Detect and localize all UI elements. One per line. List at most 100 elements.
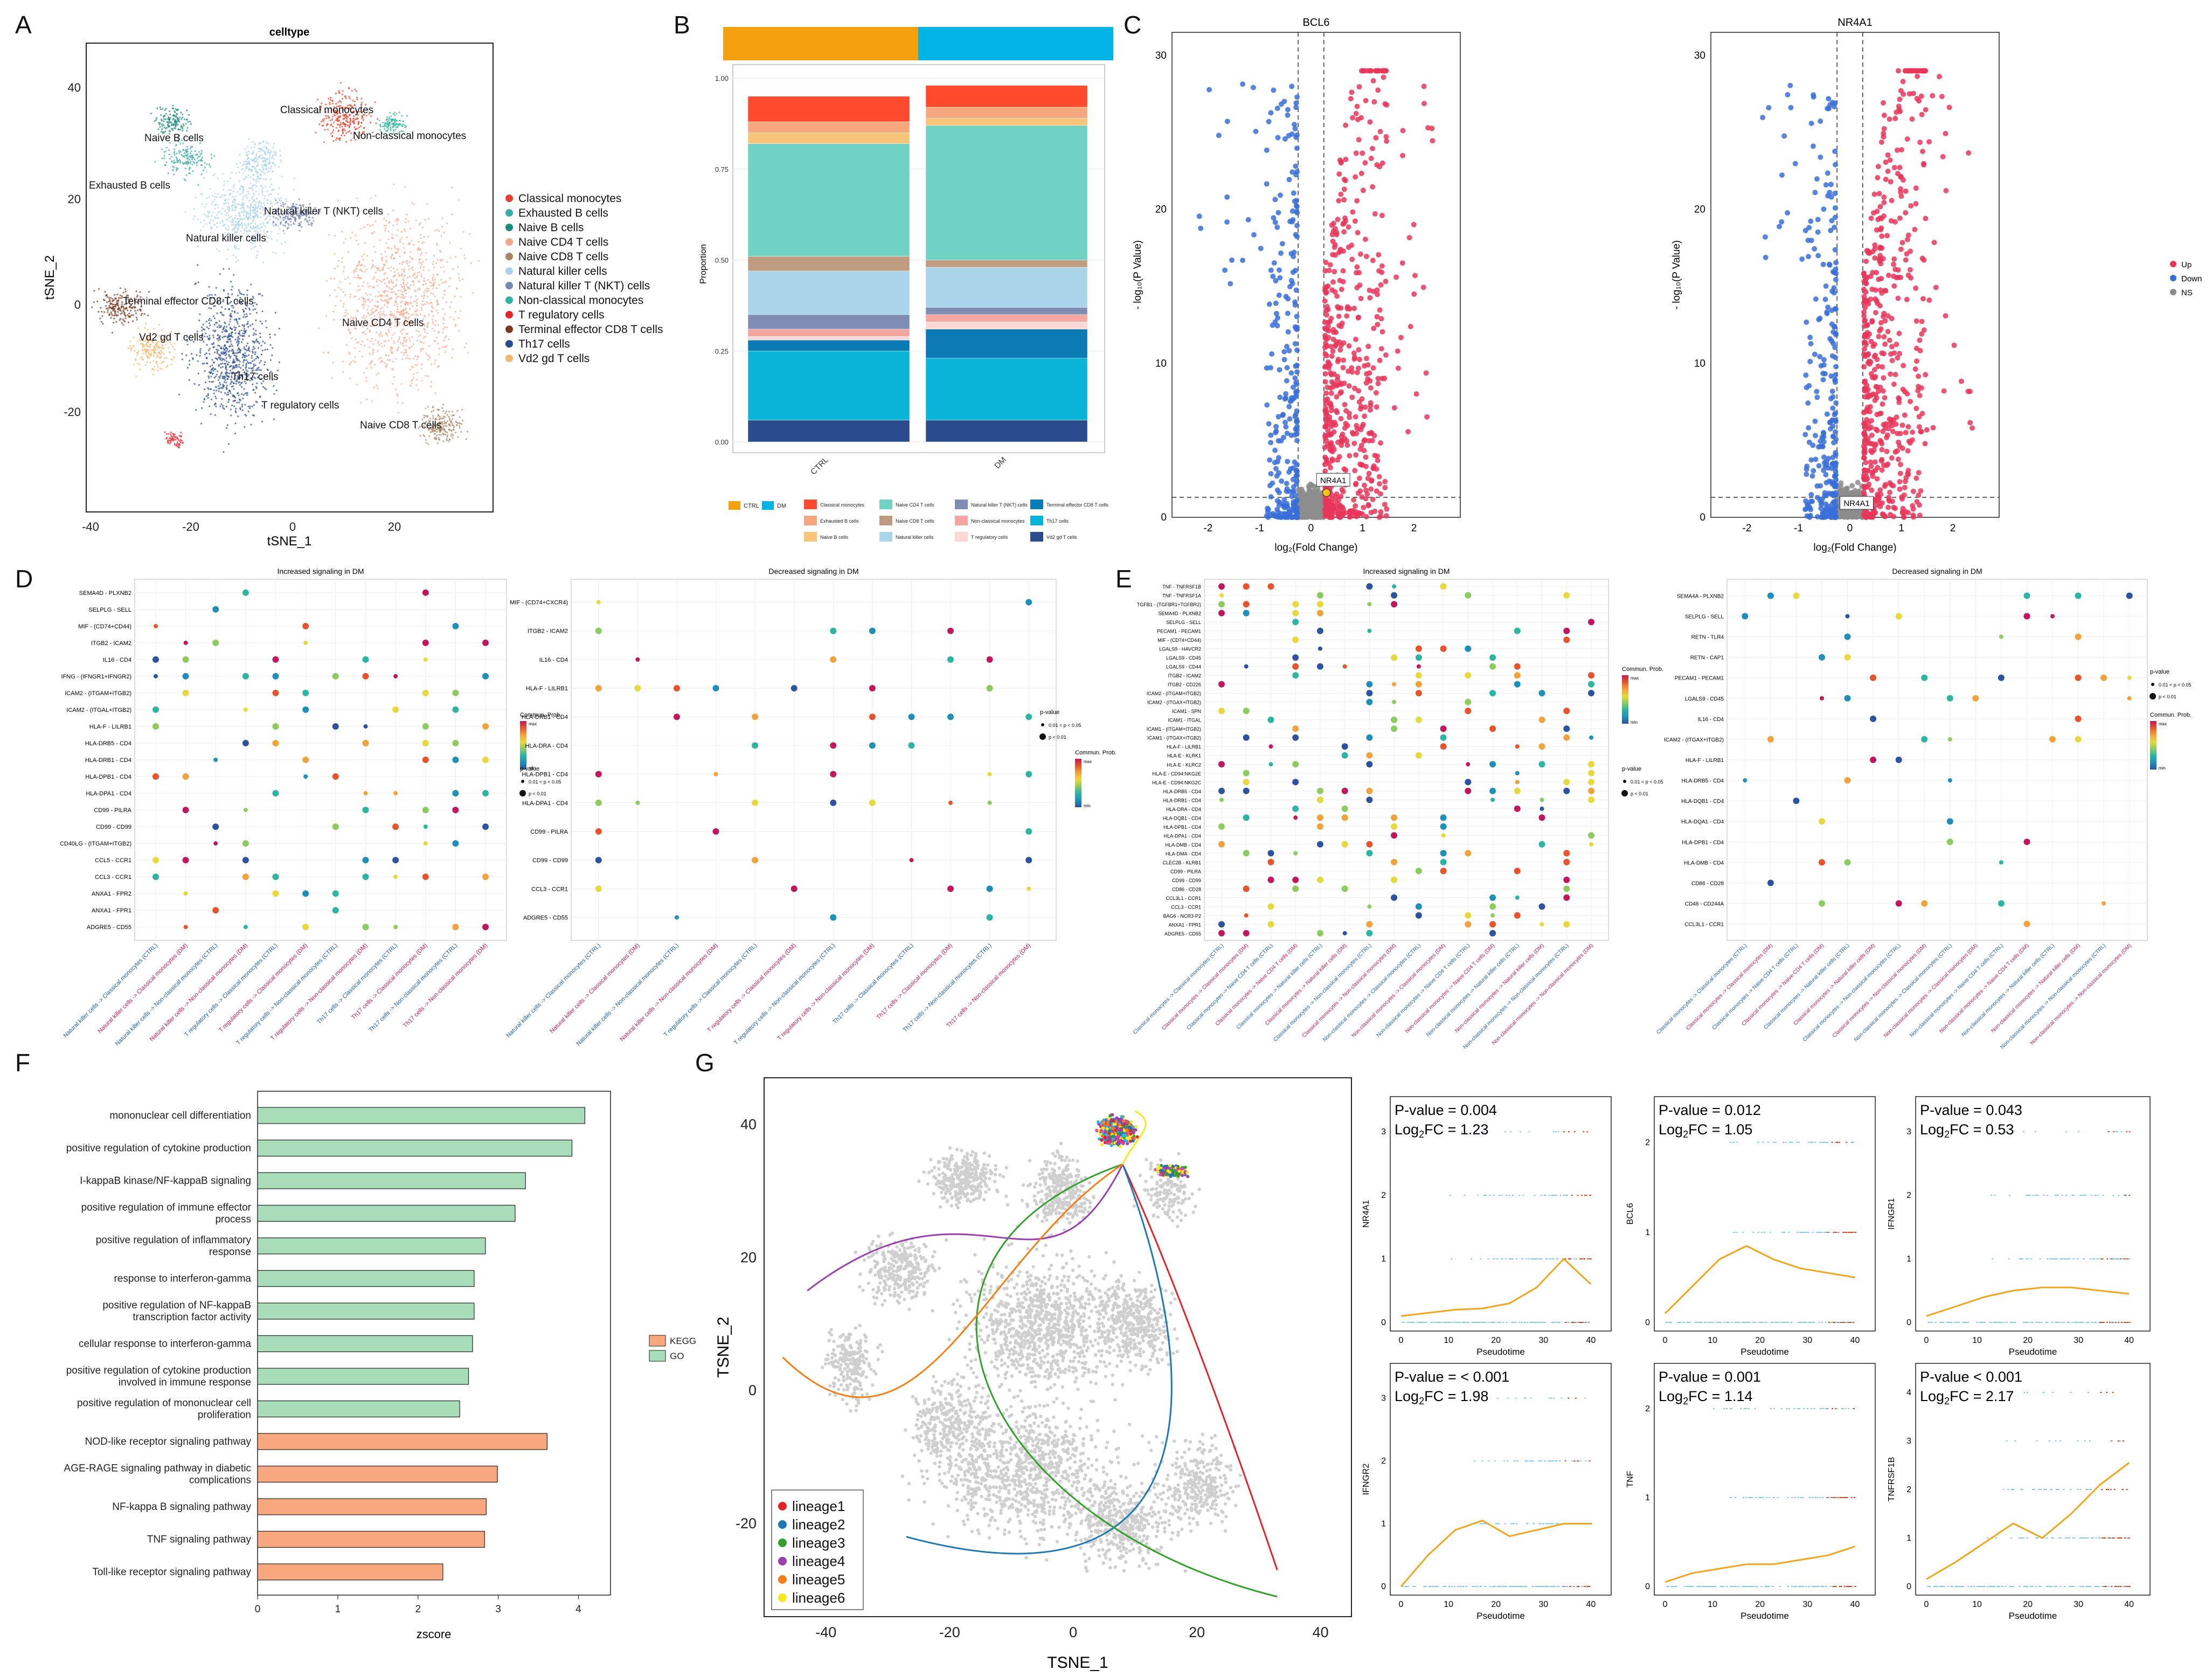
tsne-cell-point xyxy=(400,383,403,385)
tsne-cell-point xyxy=(175,156,177,158)
tsne-cell-point xyxy=(111,331,114,334)
tsne-cell-point xyxy=(375,122,377,124)
tsne-cell-point xyxy=(242,316,245,318)
tsne-cell-point xyxy=(168,154,171,156)
tsne-cell-point xyxy=(336,137,338,139)
tsne-cell-point xyxy=(220,196,223,198)
tsne-cell-point xyxy=(278,328,281,330)
tsne-cell-point xyxy=(144,351,147,353)
tsne-cell-point xyxy=(192,154,194,156)
tsne-cell-point xyxy=(267,202,269,205)
tsne-cell-point xyxy=(261,171,264,173)
tsne-cell-point xyxy=(200,153,203,155)
tsne-cell-point xyxy=(371,299,373,301)
tsne-cell-point xyxy=(249,182,252,184)
tsne-cell-point xyxy=(371,309,373,311)
tsne-cell-point xyxy=(192,157,194,159)
tsne-cell-point xyxy=(186,119,188,121)
tsne-cell-point xyxy=(287,226,289,228)
tsne-cell-point xyxy=(252,383,254,385)
tsne-cell-point xyxy=(240,211,242,213)
tsne-cell-point xyxy=(219,375,221,377)
tsne-cell-point xyxy=(396,279,398,281)
tsne-cell-point xyxy=(318,327,320,329)
tsne-cell-point xyxy=(344,278,346,280)
tsne-cell-point xyxy=(232,336,234,338)
volcano-point xyxy=(1356,84,1362,90)
tsne-cell-point xyxy=(280,197,282,199)
tsne-cell-point xyxy=(385,242,387,244)
tsne-cell-point xyxy=(455,424,458,426)
tsne-cell-point xyxy=(462,231,464,233)
tsne-cell-point xyxy=(158,345,160,348)
tsne-cell-point xyxy=(237,229,239,231)
tsne-cell-point xyxy=(167,439,169,441)
tsne-cell-point xyxy=(144,353,147,355)
tsne-cell-point xyxy=(149,346,151,348)
tsne-cell-point xyxy=(274,311,276,314)
tsne-cell-point xyxy=(344,311,346,314)
tsne-cell-point xyxy=(219,196,221,198)
tsne-cell-point xyxy=(231,286,233,288)
tsne-cell-point xyxy=(238,366,240,368)
tsne-cell-point xyxy=(216,204,218,206)
tsne-cell-point xyxy=(223,268,225,270)
tsne-cell-point xyxy=(182,123,184,125)
tsne-cell-point xyxy=(247,325,249,328)
tsne-cell-point xyxy=(232,350,234,352)
tsne-cell-point xyxy=(194,150,196,153)
tsne-cell-point xyxy=(175,124,177,127)
b-legend-entry: Vd2 gd T cells xyxy=(1046,535,1077,540)
tsne-cell-point xyxy=(395,220,397,222)
tsne-cell-point xyxy=(262,140,265,142)
tsne-cell-point xyxy=(331,135,334,137)
tsne-cell-point xyxy=(380,313,383,316)
tsne-cell-point xyxy=(404,251,406,253)
tsne-cell-point xyxy=(195,282,197,285)
tsne-cell-point xyxy=(234,245,236,247)
tsne-cell-point xyxy=(331,377,334,379)
tsne-cell-point xyxy=(223,358,225,361)
tsne-cell-point xyxy=(401,332,403,335)
tsne-cell-point xyxy=(114,314,116,316)
tsne-cell-point xyxy=(393,258,395,260)
tsne-cell-point xyxy=(208,328,210,330)
legend-swatch xyxy=(505,355,513,362)
tsne-cell-point xyxy=(424,289,426,292)
tsne-cell-point xyxy=(369,121,372,123)
tsne-cell-point xyxy=(182,116,184,119)
tsne-cell-point xyxy=(161,128,163,130)
tsne-cell-point xyxy=(357,310,359,313)
tsne-cell-point xyxy=(172,162,175,164)
tsne-cell-point xyxy=(440,266,442,268)
tsne-cell-point xyxy=(364,299,366,301)
tsne-cell-point xyxy=(396,113,398,115)
tsne-cell-point xyxy=(241,224,244,227)
tsne-cell-point xyxy=(455,256,457,258)
tsne-cell-point xyxy=(158,123,161,126)
tsne-cell-point xyxy=(231,224,233,226)
tsne-cell-point xyxy=(398,112,400,114)
volcano-point xyxy=(1384,506,1390,512)
tsne-cell-point xyxy=(341,126,343,128)
tsne-cell-point xyxy=(443,429,445,431)
tsne-cell-point xyxy=(152,360,155,362)
tsne-cell-point xyxy=(420,368,423,370)
tsne-cell-point xyxy=(399,336,401,338)
tsne-cell-point xyxy=(266,235,268,238)
tsne-cell-point xyxy=(342,306,344,308)
tsne-cell-point xyxy=(408,268,410,271)
tsne-cell-point xyxy=(207,377,210,379)
tsne-cell-point xyxy=(362,340,364,342)
tsne-cell-point xyxy=(428,281,431,283)
tsne-cell-point xyxy=(427,322,429,324)
tsne-cell-point xyxy=(239,224,241,226)
tsne-cell-point xyxy=(349,130,351,133)
tsne-cell-point xyxy=(275,151,277,154)
tsne-cell-point xyxy=(232,358,235,361)
tsne-cell-point xyxy=(207,338,210,340)
tsne-cell-point xyxy=(293,177,295,179)
tsne-cell-point xyxy=(271,155,274,157)
tsne-cell-point xyxy=(223,180,225,182)
tsne-cell-point xyxy=(363,297,365,300)
